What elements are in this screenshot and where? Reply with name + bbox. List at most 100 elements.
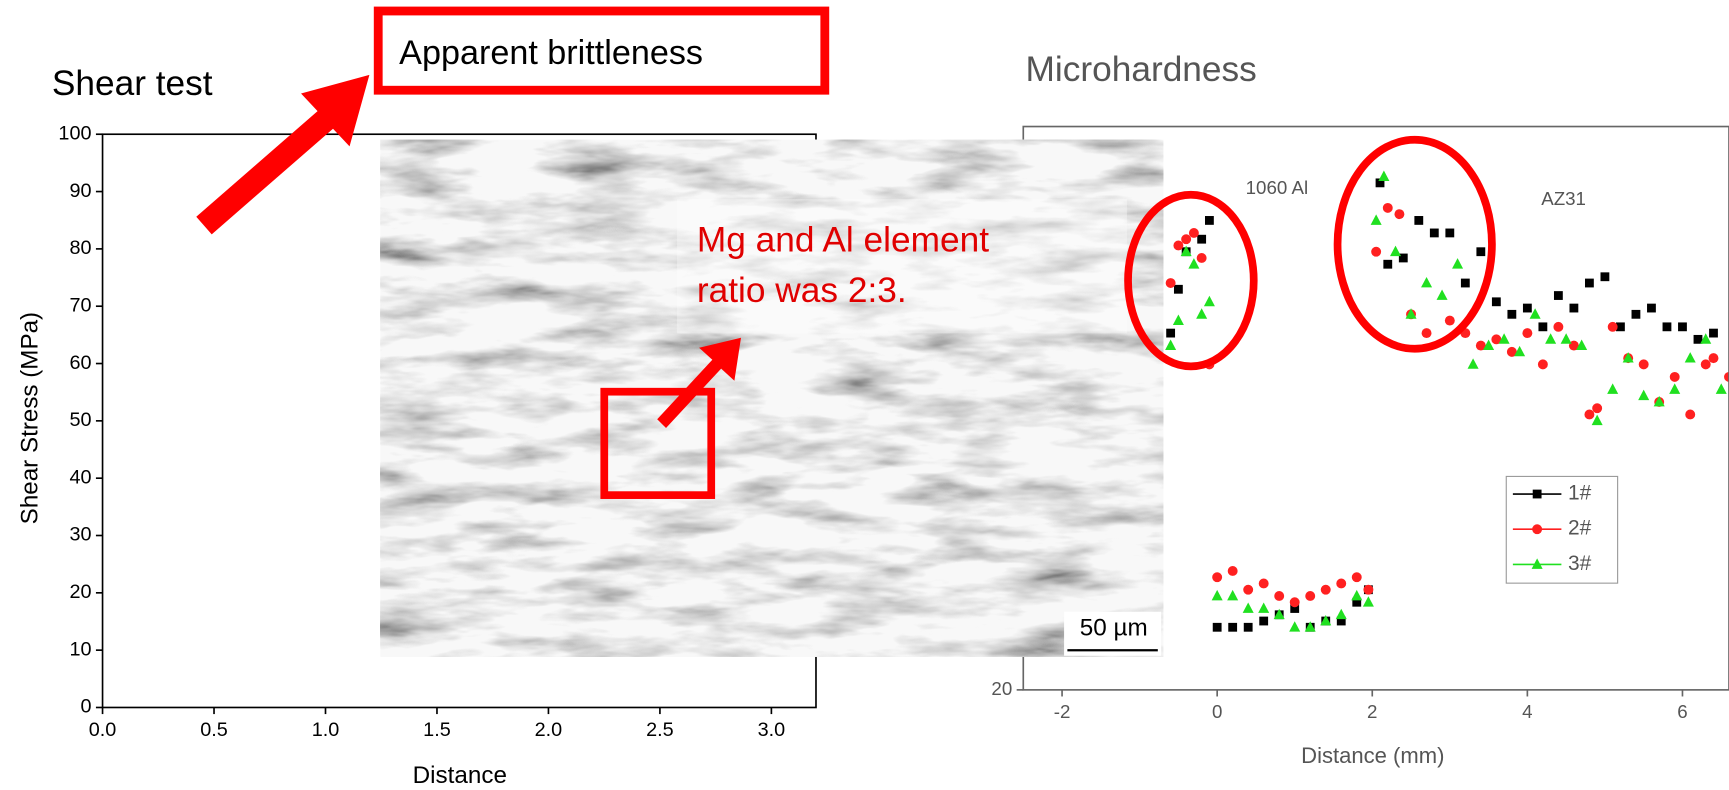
marker (1554, 291, 1563, 300)
marker (1561, 333, 1572, 343)
legend-label: 3# (1568, 552, 1592, 575)
marker (1289, 621, 1300, 631)
x-tick-label: 6 (1677, 701, 1687, 722)
marker (1585, 279, 1594, 288)
marker (1663, 322, 1672, 331)
marker (1197, 235, 1206, 244)
marker (1258, 602, 1269, 612)
y-tick-label: 20 (69, 581, 91, 603)
x-tick-label: 4 (1522, 701, 1532, 722)
marker (1274, 591, 1284, 601)
marker (1351, 590, 1362, 600)
x-axis-label: Distance (413, 762, 507, 789)
arrow (196, 75, 369, 235)
legend-marker (1533, 490, 1542, 499)
chart-title: Shear test (52, 64, 213, 103)
marker (1196, 308, 1207, 318)
marker (1363, 585, 1373, 595)
marker (1639, 359, 1649, 369)
marker (1166, 278, 1176, 288)
marker (1259, 579, 1269, 589)
marker (1394, 209, 1404, 219)
marker (1173, 241, 1183, 251)
marker (1371, 214, 1382, 224)
marker (1378, 171, 1389, 181)
slide: Microhardness20-20246Distance (mm)1060 A… (0, 0, 1729, 790)
marker (1228, 623, 1237, 632)
marker (1716, 383, 1727, 393)
x-tick-label: 0.0 (89, 719, 117, 741)
marker (1523, 304, 1532, 313)
marker (1189, 228, 1199, 238)
marker (1244, 623, 1253, 632)
marker (1701, 359, 1711, 369)
marker (1165, 340, 1176, 350)
marker (1336, 609, 1347, 619)
x-tick-label: 0.5 (200, 719, 228, 741)
marker (1584, 410, 1594, 420)
marker (1553, 322, 1563, 332)
marker (1522, 328, 1532, 338)
marker (1243, 602, 1254, 612)
marker (1390, 246, 1401, 256)
marker (1669, 383, 1680, 393)
overlay-text: ratio was 2:3. (697, 271, 907, 310)
x-tick-label: 2 (1367, 701, 1377, 722)
marker (1383, 260, 1392, 269)
marker (1632, 310, 1641, 319)
marker (1607, 383, 1618, 393)
marker (1638, 390, 1649, 400)
marker (1204, 296, 1215, 306)
marker (1205, 216, 1214, 225)
marker (1321, 585, 1331, 595)
overlay-text: Mg and Al element (697, 220, 989, 259)
marker (1181, 234, 1191, 244)
text-overlay-box (677, 199, 1127, 333)
y-axis-label: Shear Stress (MPa) (16, 312, 43, 524)
x-tick-label: 0 (1212, 701, 1222, 722)
marker (1685, 352, 1696, 362)
marker (1336, 579, 1346, 589)
marker (1647, 304, 1656, 313)
marker (1445, 316, 1455, 326)
legend-label: 2# (1568, 517, 1592, 540)
x-tick-label: 1.0 (312, 719, 340, 741)
marker (1227, 590, 1238, 600)
page: Microhardness20-20246Distance (mm)1060 A… (0, 0, 1729, 790)
annotation: AZ31 (1541, 188, 1586, 209)
marker (1383, 203, 1393, 213)
marker (1259, 617, 1268, 626)
marker (1507, 310, 1516, 319)
x-tick-label: -2 (1054, 701, 1071, 722)
marker (1569, 304, 1578, 313)
marker (1492, 297, 1501, 306)
marker (1290, 597, 1300, 607)
marker (1476, 247, 1485, 256)
marker (1166, 329, 1175, 338)
x-axis-label: Distance (mm) (1301, 743, 1444, 768)
marker (1228, 566, 1238, 576)
y-tick-label: 10 (69, 638, 91, 660)
x-tick-label: 2.0 (535, 719, 563, 741)
marker (1305, 591, 1315, 601)
x-tick-label: 3.0 (758, 719, 786, 741)
marker (1678, 322, 1687, 331)
y-tick-label: 60 (69, 352, 91, 374)
y-tick-label: 20 (991, 678, 1012, 699)
marker (1197, 253, 1207, 263)
y-tick-label: 80 (69, 237, 91, 259)
y-tick-label: 70 (69, 294, 91, 316)
marker (1685, 410, 1695, 420)
marker (1445, 229, 1454, 238)
marker (1414, 216, 1423, 225)
marker (1437, 289, 1448, 299)
marker (1608, 322, 1618, 332)
legend-label: 1# (1568, 482, 1592, 505)
marker (1468, 358, 1479, 368)
marker (1670, 372, 1680, 382)
marker (1173, 315, 1184, 325)
marker (1421, 277, 1432, 287)
marker (1538, 322, 1547, 331)
marker (1422, 328, 1432, 338)
annotation: 1060 Al (1246, 177, 1309, 198)
